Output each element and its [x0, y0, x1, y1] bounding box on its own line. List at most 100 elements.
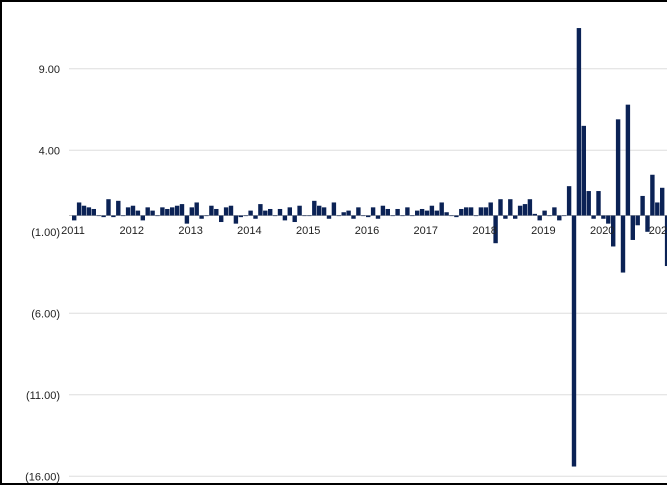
bar-80: [464, 207, 469, 216]
bar-72: [424, 210, 430, 216]
bar-59: [361, 215, 366, 217]
bar-25: [194, 202, 199, 216]
x-tick-label: 2019: [531, 225, 555, 237]
bar-28: [209, 205, 214, 216]
bar-27: [204, 215, 209, 217]
bar-84: [483, 207, 488, 216]
bar-31: [223, 207, 229, 216]
bar-52: [326, 215, 332, 219]
x-tick-label: 2011: [61, 225, 85, 237]
bar-62: [375, 215, 381, 219]
bar-0: [72, 215, 77, 221]
bar-82: [473, 215, 479, 217]
x-tick-label: 2014: [237, 225, 261, 237]
bar-66: [395, 208, 400, 216]
bar-78: [454, 215, 459, 218]
bar-70: [415, 210, 420, 216]
bar-93: [527, 199, 533, 216]
bar-41: [272, 215, 278, 217]
x-tick-label: 2015: [296, 225, 320, 237]
bar-13: [135, 210, 141, 216]
x-tick-label: 2013: [178, 225, 202, 237]
bar-97: [547, 215, 552, 217]
bar-96: [542, 210, 547, 216]
bar-119: [655, 202, 660, 216]
bar-51: [321, 207, 327, 216]
bar-39: [263, 210, 268, 216]
bar-114: [630, 215, 635, 240]
bar-64: [385, 208, 390, 216]
bar-91: [517, 205, 523, 216]
bar-109: [606, 215, 611, 224]
bar-18: [160, 207, 165, 216]
bar-2: [81, 205, 87, 216]
bar-89: [508, 199, 513, 216]
y-tick-label: (6.00): [31, 308, 60, 320]
bars: [72, 28, 667, 467]
bar-15: [145, 207, 150, 216]
bar-3: [86, 207, 92, 216]
x-tick-label: 2017: [414, 225, 438, 237]
bar-58: [356, 207, 361, 216]
bar-40: [268, 208, 273, 216]
bar-117: [645, 215, 650, 232]
bar-94: [532, 213, 537, 216]
y-tick-label: (16.00): [25, 471, 60, 483]
bar-107: [596, 191, 601, 216]
bar-108: [601, 215, 606, 219]
x-tick-label: 2021: [649, 225, 667, 237]
bar-12: [130, 205, 136, 216]
bar-57: [351, 215, 356, 219]
bar-5: [96, 215, 101, 217]
bar-86: [493, 215, 498, 244]
bar-95: [537, 215, 542, 221]
bar-54: [336, 215, 341, 217]
bar-92: [522, 204, 528, 216]
bar-46: [297, 205, 302, 216]
bar-14: [140, 215, 145, 221]
bar-37: [253, 215, 258, 219]
bar-99: [557, 215, 562, 221]
bar-68: [405, 207, 410, 216]
bar-61: [370, 207, 376, 216]
bar-8: [111, 215, 116, 218]
bar-90: [513, 215, 518, 219]
bar-104: [581, 125, 586, 216]
bar-63: [380, 205, 386, 216]
bar-81: [468, 207, 474, 216]
bar-98: [552, 207, 557, 216]
x-tick-label: 2012: [120, 225, 144, 237]
bar-106: [591, 215, 596, 219]
bar-11: [125, 207, 131, 216]
bar-121: [664, 215, 667, 267]
bar-22: [179, 204, 185, 216]
bar-44: [287, 207, 292, 216]
bar-38: [258, 204, 263, 216]
bar-1: [76, 202, 82, 216]
x-tick-label: 2016: [355, 225, 379, 237]
bar-73: [429, 205, 435, 216]
bar-56: [346, 210, 351, 216]
x-axis-labels: 2011 2012 2013 2014 2015 2016 2017 2018 2019 2020…: [61, 225, 667, 237]
bar-111: [615, 119, 621, 216]
bar-101: [566, 186, 572, 216]
bar-17: [155, 215, 160, 217]
bar-75: [439, 202, 444, 216]
bar-16: [150, 210, 155, 216]
bar-20: [170, 207, 175, 216]
bar-53: [331, 202, 337, 216]
bar-120: [660, 187, 665, 216]
bar-45: [292, 215, 297, 223]
bar-67: [400, 215, 405, 217]
bar-32: [228, 205, 234, 216]
bar-118: [650, 174, 655, 216]
bar-10: [121, 215, 126, 217]
bar-7: [106, 199, 111, 216]
bar-36: [248, 210, 253, 216]
bar-85: [488, 202, 493, 216]
bar-100: [562, 215, 567, 217]
y-axis-labels: 9.00 4.00 (1.00) (6.00) (11.00) (16.00): [25, 64, 60, 483]
y-tick-label: (1.00): [31, 227, 60, 239]
